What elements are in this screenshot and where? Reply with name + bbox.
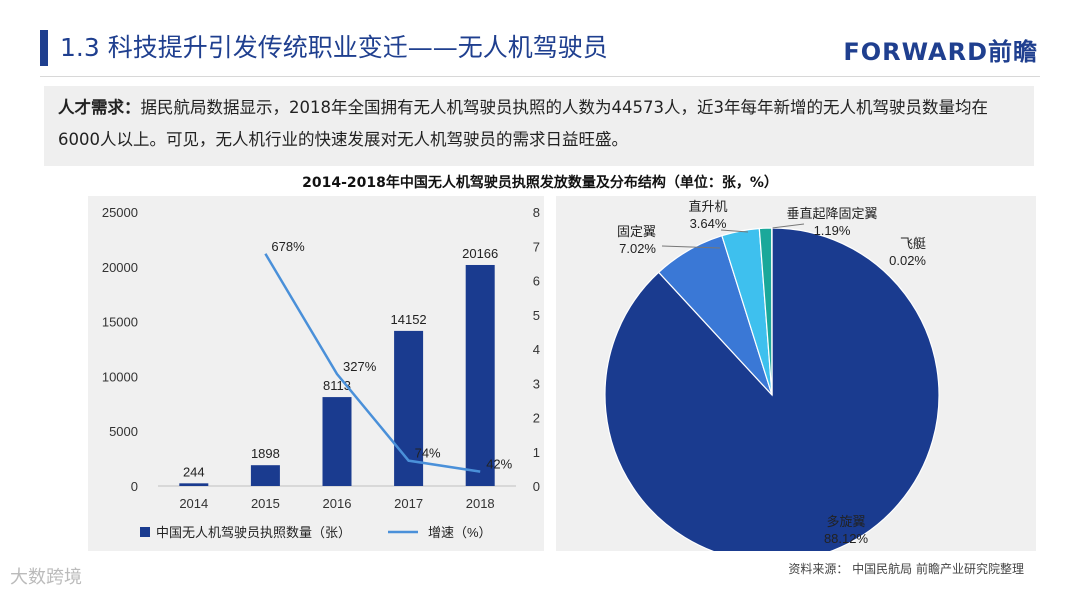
y-right-tick-label: 1 (533, 445, 540, 460)
bar-line-chart: 0 5000 10000 15000 20000 25000 0 1 2 3 4 5 6 7 8 244 201… (102, 205, 540, 540)
bar (179, 483, 209, 486)
title-accent-bar (40, 30, 48, 66)
pie-slice-label: 多旋翼 (826, 514, 865, 529)
bar-chart-panel: 0 5000 10000 15000 20000 25000 0 1 2 3 4 5 6 7 8 244 201… (88, 196, 544, 551)
pie-slice-value: 88.12% (824, 531, 869, 546)
description-keyword: 人才需求： (58, 98, 141, 117)
pie-slice-value: 1.19% (814, 223, 851, 238)
bar (322, 397, 352, 486)
y-right-tick-label: 5 (533, 308, 540, 323)
y-left-tick-label: 25000 (102, 205, 138, 220)
x-tick-label: 2016 (323, 496, 352, 511)
bar (465, 264, 495, 486)
line-value-label: 74% (415, 446, 441, 461)
chart-title: 2014-2018年中国无人机驾驶员执照发放数量及分布结构（单位：张，%） (302, 175, 778, 191)
pie-slice-value: 3.64% (690, 216, 727, 231)
line-value-label: 678% (271, 239, 305, 254)
bar (250, 465, 280, 486)
x-tick-label: 2018 (466, 496, 495, 511)
y-left-tick-label: 10000 (102, 369, 138, 384)
brand-logo: FORWARD前瞻 (843, 38, 1038, 66)
pie-slice-label: 垂直起降固定翼 (786, 206, 877, 221)
pie-slice-label: 直升机 (688, 199, 727, 214)
bar-value-label: 20166 (462, 246, 498, 261)
pie-leader-line (661, 245, 721, 249)
bar-value-label: 1898 (251, 446, 280, 461)
y-left-tick-label: 15000 (102, 315, 138, 330)
x-tick-label: 2014 (179, 496, 208, 511)
growth-rate-line (264, 253, 481, 473)
legend-line-label: 增速（%） (428, 525, 492, 540)
source-note: 资料来源： 中国民航局 前瞻产业研究院整理 (788, 562, 1024, 576)
y-right-tick-label: 2 (533, 411, 540, 426)
y-left-tick-label: 0 (131, 479, 138, 494)
y-right-tick-label: 6 (533, 274, 540, 289)
y-left-tick-label: 5000 (109, 424, 138, 439)
y-right-tick-label: 4 (533, 342, 540, 357)
description: 人才需求：据民航局数据显示，2018年全国拥有无人机驾驶员执照的人数为44573… (58, 92, 1028, 156)
bar-value-label: 14152 (391, 312, 427, 327)
pie-slice-value: 0.02% (889, 253, 926, 268)
line-value-label: 327% (343, 359, 377, 374)
description-text: 据民航局数据显示，2018年全国拥有无人机驾驶员执照的人数为44573人，近3年… (58, 98, 988, 149)
line-value-label: 42% (486, 457, 512, 472)
pie-leader-line (771, 223, 805, 229)
y-right-tick-label: 7 (533, 239, 540, 254)
pie-slice-value: 7.02% (619, 241, 656, 256)
y-left-tick-label: 20000 (102, 260, 138, 275)
bar-value-label: 244 (183, 464, 205, 479)
page-title: 1.3 科技提升引发传统职业变迁——无人机驾驶员 (60, 33, 608, 62)
y-right-tick-label: 3 (533, 376, 540, 391)
pie-chart-panel: 多旋翼 88.12% 固定翼 7.02% 直升机 3.64% 垂直起降固定翼 1.19% 飞艇 0… (556, 196, 1036, 563)
y-right-tick-label: 8 (533, 205, 540, 220)
legend-bar-label: 中国无人机驾驶员执照数量（张） (156, 525, 351, 540)
legend-bar-swatch (140, 527, 150, 537)
y-right-tick-label: 0 (533, 479, 540, 494)
x-tick-label: 2015 (251, 496, 280, 511)
header-divider (40, 76, 1040, 77)
pie-slice-label: 固定翼 (617, 224, 656, 239)
watermark: 大数跨境 (10, 567, 82, 588)
pie-chart: 多旋翼 88.12% 固定翼 7.02% 直升机 3.64% 垂直起降固定翼 1.19% 飞艇 0… (604, 199, 940, 563)
x-tick-label: 2017 (394, 496, 423, 511)
pie-leader-line (720, 229, 749, 233)
pie-slice-label: 飞艇 (900, 236, 926, 251)
description-box (44, 86, 1034, 166)
